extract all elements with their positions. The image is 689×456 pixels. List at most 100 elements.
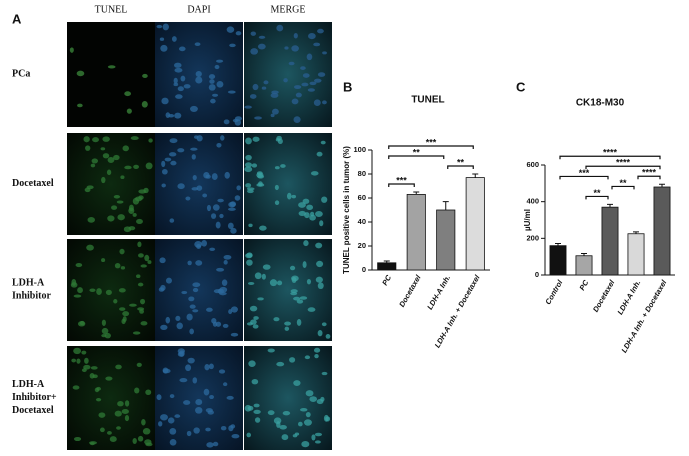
cell bbox=[90, 163, 96, 168]
cell bbox=[124, 400, 130, 407]
cell bbox=[317, 329, 323, 337]
cell bbox=[142, 427, 151, 435]
significance-label: ** bbox=[619, 178, 627, 188]
cell bbox=[101, 327, 109, 335]
cell bbox=[245, 183, 252, 188]
cell bbox=[274, 184, 279, 191]
cell bbox=[251, 163, 258, 168]
cell bbox=[161, 168, 168, 175]
cell bbox=[173, 82, 179, 87]
cell bbox=[272, 108, 279, 115]
cell bbox=[144, 439, 152, 445]
cell bbox=[188, 296, 195, 302]
cell bbox=[291, 98, 299, 105]
cell bbox=[77, 287, 83, 294]
row-label: PCa bbox=[12, 69, 30, 80]
cell bbox=[98, 412, 106, 418]
cell bbox=[274, 200, 280, 206]
cell bbox=[86, 244, 94, 251]
cell bbox=[219, 213, 224, 219]
cell bbox=[311, 434, 316, 441]
cell bbox=[306, 53, 313, 61]
cell bbox=[313, 99, 321, 107]
cell bbox=[290, 289, 298, 293]
error-bar bbox=[581, 253, 587, 256]
cell bbox=[270, 92, 279, 98]
cell bbox=[130, 136, 139, 141]
cell bbox=[303, 240, 309, 247]
cell bbox=[71, 358, 77, 363]
cell bbox=[314, 440, 321, 444]
cell bbox=[75, 263, 83, 268]
cell bbox=[325, 334, 331, 339]
cell bbox=[102, 136, 110, 142]
cell bbox=[145, 389, 152, 396]
cell bbox=[129, 303, 137, 307]
cell bbox=[118, 288, 126, 293]
cell bbox=[91, 158, 99, 164]
x-tick-label: Docetaxel bbox=[591, 278, 617, 314]
significance-label: *** bbox=[396, 175, 407, 185]
cell bbox=[290, 291, 298, 296]
cell bbox=[169, 218, 175, 223]
cell bbox=[119, 307, 126, 311]
significance-bracket bbox=[447, 165, 474, 169]
cell bbox=[283, 78, 288, 83]
cell bbox=[105, 376, 113, 381]
cell bbox=[307, 307, 316, 312]
cell bbox=[169, 138, 178, 144]
cell bbox=[156, 24, 163, 29]
cell bbox=[174, 67, 183, 73]
error-bar bbox=[442, 201, 449, 210]
cell bbox=[215, 321, 222, 327]
cell bbox=[279, 424, 287, 430]
cell bbox=[170, 160, 177, 166]
cell bbox=[101, 176, 106, 184]
cell bbox=[144, 254, 150, 262]
cell bbox=[96, 288, 102, 296]
cell bbox=[249, 94, 257, 99]
cell bbox=[167, 417, 175, 424]
cell bbox=[159, 257, 166, 264]
cell bbox=[302, 73, 310, 78]
x-tick-label: Control bbox=[543, 278, 565, 306]
cell bbox=[116, 200, 124, 204]
cell bbox=[211, 173, 218, 181]
significance-label: **** bbox=[616, 158, 631, 168]
cell bbox=[121, 409, 129, 414]
cell bbox=[169, 439, 177, 446]
cell bbox=[201, 239, 208, 247]
cell bbox=[246, 259, 253, 266]
cell bbox=[316, 260, 324, 268]
cell bbox=[141, 418, 146, 426]
cell bbox=[186, 430, 192, 437]
cell bbox=[286, 192, 292, 200]
cell bbox=[248, 223, 253, 228]
cell bbox=[178, 46, 186, 52]
cell bbox=[195, 71, 202, 77]
cell bbox=[113, 154, 120, 161]
bar bbox=[653, 186, 671, 276]
x-tick-label: LDH-A Inh. bbox=[425, 273, 452, 311]
cell bbox=[122, 311, 130, 317]
cell bbox=[159, 37, 165, 41]
cell bbox=[314, 432, 323, 437]
cell bbox=[117, 214, 125, 221]
cell bbox=[293, 32, 298, 39]
cell bbox=[194, 135, 199, 139]
cell bbox=[187, 357, 195, 364]
cell bbox=[190, 105, 198, 113]
cell bbox=[276, 280, 283, 286]
cell bbox=[217, 198, 224, 203]
cell bbox=[224, 171, 230, 179]
cell bbox=[107, 156, 115, 164]
cell bbox=[244, 166, 253, 173]
cell bbox=[206, 307, 213, 312]
cell bbox=[175, 315, 181, 322]
cell bbox=[300, 66, 306, 70]
cell bbox=[204, 363, 210, 371]
cell bbox=[183, 400, 191, 405]
cell bbox=[257, 43, 266, 50]
cell bbox=[76, 358, 81, 364]
